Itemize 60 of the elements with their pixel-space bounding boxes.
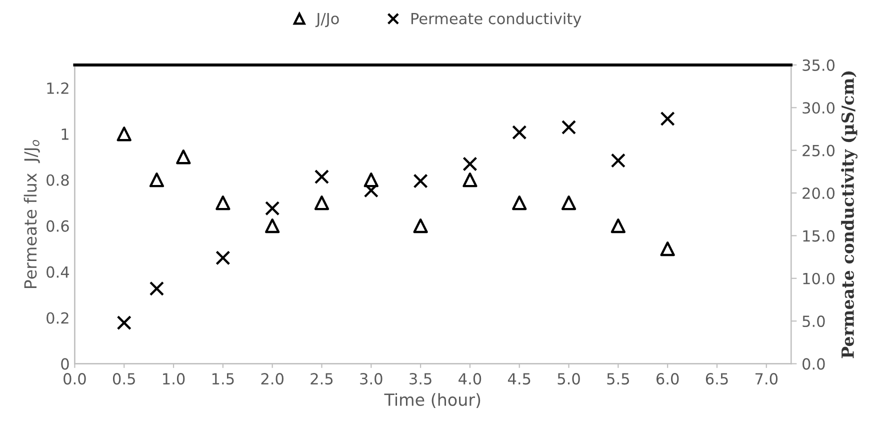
point [265,201,280,216]
point [265,218,280,234]
y-tick-label: 0.6 [46,220,69,232]
x-tick-label: 4.0 [458,373,482,385]
point [314,196,330,210]
x-axis-title: Time (hour) [384,393,480,408]
x-tick-label: 3.0 [360,373,382,385]
legend-label: Permeate conductivity [411,12,582,28]
x-tick-label: 2.5 [310,373,333,385]
y-tick-label: 0.2 [46,312,68,324]
point [610,153,626,168]
point [116,126,132,142]
y2-tick-label: 10.0 [803,272,835,284]
point [462,156,478,172]
point [660,111,675,126]
x-tick-label: 1.5 [212,373,234,385]
point [176,150,191,164]
y2-tick-label: 15.0 [803,230,835,242]
point [216,250,230,266]
point [660,241,675,256]
point [314,169,330,184]
y-axis-title: Permeate flux J/J$_{o}$ [24,140,40,288]
y2-tick-label: 25.0 [802,144,835,156]
y-tick-label: 1 [62,128,68,140]
point [364,183,378,198]
y2-tick-label: 0.0 [802,358,825,370]
x-tick-label: 6.0 [656,373,679,385]
y-tick-label: 0 [61,358,69,370]
x-tick-label: 3.5 [410,373,432,385]
point [512,196,527,210]
y-tick-label: 1.2 [47,82,68,94]
y2-tick-label: 20.0 [802,187,835,200]
point [561,196,576,210]
point [512,125,527,140]
point [364,172,378,188]
point [149,281,164,296]
point [413,174,428,188]
x-tick-label: 4.5 [508,373,530,385]
x-tick-label: 0.0 [64,373,86,385]
point [561,120,576,135]
point [149,172,164,188]
point [462,172,478,188]
point [216,196,230,210]
y-tick-label: 0.8 [46,174,69,186]
y2-axis-title: Permeate conductivity (µS/cm) [841,71,858,358]
y2-tick-label: 35.0 [802,59,835,71]
x-tick-label: 7.0 [756,373,778,385]
x-tick-label: 2.0 [261,373,284,385]
legend-label: J/Jo [315,12,339,28]
x-tick-label: 1.0 [163,373,185,385]
y-tick-label: 0.4 [46,266,69,278]
y2-tick-label: 5.0 [802,316,825,328]
point [610,218,626,234]
x-tick-label: 5.0 [558,373,580,385]
y2-tick-label: 30.0 [802,102,835,114]
point [116,315,132,330]
point [413,218,428,234]
x-tick-label: 5.5 [607,373,629,385]
x-tick-label: 0.5 [112,373,135,385]
x-tick-label: 6.5 [706,373,728,385]
